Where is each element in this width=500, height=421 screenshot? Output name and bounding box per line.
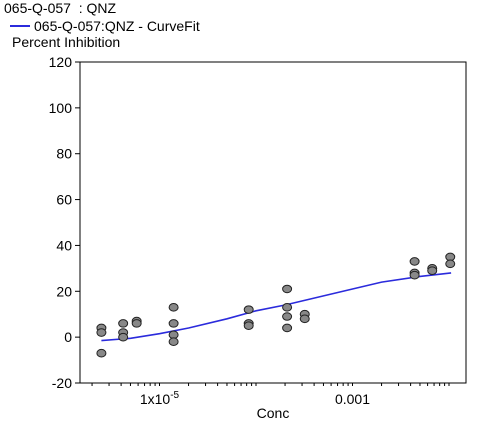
chart-title: 065-Q-057 : QNZ [4,0,117,16]
data-point [168,337,179,347]
y-tick-label: -20 [52,375,72,391]
x-tick-label: 0.001 [335,391,370,407]
data-point [427,266,438,275]
data-point [282,312,293,321]
x-axis-ticks: 1x10-5 0.001 [91,383,450,407]
plot-frame [79,61,467,384]
curve-fit-layer [101,272,452,342]
data-point [118,319,129,328]
data-point [282,284,293,294]
y-axis-label: Percent Inhibition [12,34,121,50]
data-point [409,257,420,266]
y-tick-label: 60 [56,192,72,208]
legend-label: 065-Q-057:QNZ - CurveFit [34,17,200,34]
y-tick-label: 40 [56,237,72,253]
data-point [168,319,179,328]
data-point [282,303,293,312]
curve-fit-line [101,272,452,342]
x-tick-label: 1x10-5 [140,390,180,407]
legend-swatch-line [10,24,30,27]
y-tick-label: 20 [56,283,72,299]
data-point [96,348,107,358]
data-point [445,259,456,269]
x-axis-label: Conc [257,405,290,421]
y-tick-label: 80 [56,146,72,162]
y-tick-label: 0 [64,329,72,345]
data-point [299,314,310,324]
data-point [282,323,293,333]
y-tick-label: 120 [49,54,73,70]
data-point [243,321,254,330]
data-point [168,303,179,312]
y-axis-ticks: -20 0 20 40 60 80 100 120 [49,54,80,391]
data-point [409,270,420,280]
data-point [96,328,107,337]
data-points-layer [96,252,456,358]
legend-item: 065-Q-057:QNZ - CurveFit [10,17,200,34]
y-tick-label: 100 [49,100,73,116]
data-point [118,332,129,342]
data-point [243,305,254,314]
data-point [131,319,142,328]
